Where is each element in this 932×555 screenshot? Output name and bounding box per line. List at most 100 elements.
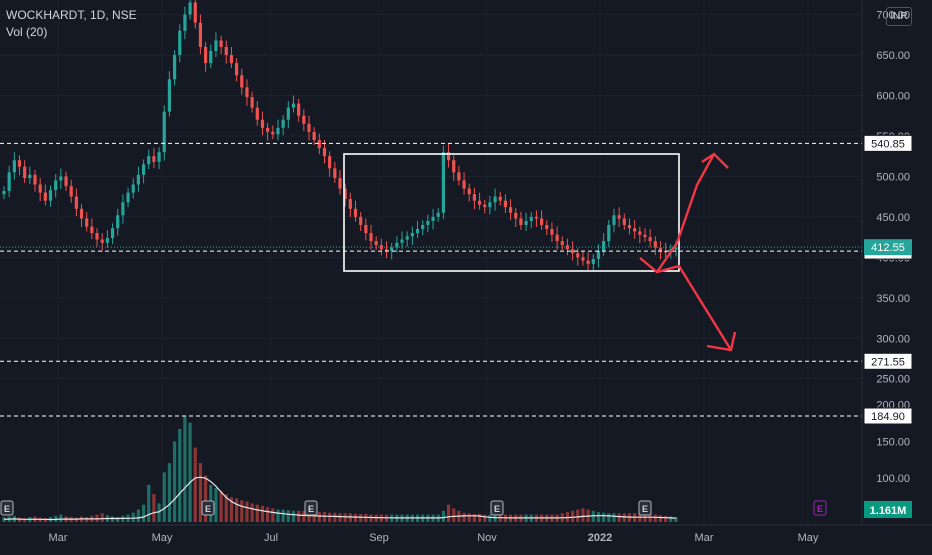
candle [245, 87, 249, 98]
candle [297, 103, 301, 116]
earnings-marker-box [490, 500, 504, 516]
breakdown-arrow-head [706, 331, 737, 352]
earnings-marker-box [201, 500, 215, 516]
earnings-event-marker[interactable]: E [304, 500, 318, 516]
candle [255, 107, 259, 120]
volume-bar [607, 513, 611, 522]
volume-bar [136, 509, 141, 522]
candle [622, 218, 626, 225]
candle [353, 208, 358, 217]
candle [664, 250, 668, 253]
price-tick-label: 650.00 [876, 50, 910, 62]
earnings-event-marker[interactable]: E [490, 500, 504, 516]
earnings-event-marker[interactable]: E [201, 500, 215, 516]
last-price-label: 412.55 [871, 242, 905, 254]
candle [586, 260, 590, 264]
earnings-event-marker[interactable]: E [813, 500, 827, 516]
earnings-marker-label: E [308, 504, 314, 514]
candle [240, 75, 244, 88]
breakdown-arrow-line[interactable] [639, 257, 733, 351]
candle [467, 188, 471, 195]
candle [271, 131, 275, 135]
candle [126, 192, 130, 203]
volume-bar [17, 517, 22, 522]
volume-bar [110, 516, 115, 522]
candle [162, 111, 166, 153]
volume-tick-label: 150.00 [876, 436, 910, 448]
volume-bar [328, 512, 332, 522]
volume-bar [172, 441, 177, 522]
volume-bar [167, 463, 172, 522]
volume-bar [203, 475, 208, 522]
chart-legend[interactable]: WOCKHARDT, 1D, NSE Vol (20) [6, 7, 137, 41]
consolidation-range-box[interactable] [343, 153, 680, 272]
volume-moving-average-line [3, 476, 677, 521]
candle [488, 202, 492, 208]
candle [472, 194, 477, 201]
earnings-event-marker[interactable]: E [638, 500, 652, 516]
volume-bar [188, 422, 192, 522]
candle [100, 239, 104, 243]
volume-bar [131, 512, 135, 522]
time-tick-label: Nov [477, 532, 497, 544]
candle [59, 176, 63, 181]
horizontal-levels[interactable] [0, 142, 862, 417]
candle [653, 241, 657, 248]
candle [648, 237, 652, 242]
candle [17, 160, 22, 167]
volume-bar [317, 512, 321, 522]
candle [54, 180, 58, 191]
volume-indicator-label[interactable]: Vol (20) [6, 25, 48, 39]
last-price-badge [864, 239, 912, 256]
volume-bar [343, 513, 347, 522]
level-price-badge [863, 407, 913, 425]
volume-bar [674, 517, 678, 522]
volume-bar [602, 512, 606, 522]
candle [395, 242, 399, 248]
volume-bar [477, 513, 482, 522]
candle [64, 176, 68, 187]
candle [250, 97, 254, 108]
candle [167, 79, 172, 112]
volume-bar [669, 516, 673, 522]
breakout-arrow-line[interactable] [656, 153, 716, 273]
volume-bar [571, 510, 575, 522]
candle [436, 212, 440, 217]
candle [545, 224, 549, 230]
candle [90, 226, 94, 234]
candle [446, 152, 451, 161]
candle [224, 46, 228, 56]
candle [498, 196, 502, 201]
candle [178, 30, 182, 56]
symbol-title[interactable]: WOCKHARDT, 1D, NSE [6, 8, 137, 22]
volume-bar [178, 429, 182, 522]
earnings-event-marker[interactable]: E [0, 500, 14, 516]
volume-bar [359, 513, 363, 522]
candle [333, 168, 337, 179]
candle [462, 180, 466, 189]
candle [209, 50, 213, 64]
volume-bar [348, 513, 352, 522]
candle [338, 178, 342, 189]
drawings[interactable] [343, 152, 737, 352]
time-tick-label: Sep [369, 532, 389, 544]
currency-badge[interactable]: INR [886, 7, 912, 26]
volume-bar [374, 514, 378, 522]
candle [328, 156, 332, 169]
candle [85, 218, 89, 227]
volume-bar [338, 513, 342, 522]
candle [214, 40, 218, 51]
candle [266, 127, 270, 132]
candle [627, 224, 632, 229]
candle [307, 123, 311, 132]
volume-bar [266, 507, 270, 522]
candle [147, 156, 151, 165]
volume-bar [162, 472, 166, 522]
candle [607, 224, 611, 242]
volume-bar [612, 513, 616, 522]
volume-bar [281, 509, 285, 522]
candle [638, 231, 642, 235]
candle [69, 186, 73, 197]
